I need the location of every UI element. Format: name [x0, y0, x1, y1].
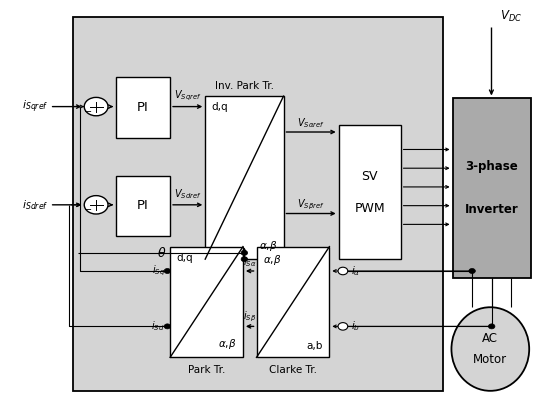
- Text: −: −: [84, 205, 92, 215]
- Text: Park Tr.: Park Tr.: [188, 365, 225, 375]
- Bar: [116, 176, 170, 236]
- Bar: [205, 96, 284, 259]
- Text: 3-phase: 3-phase: [465, 160, 518, 173]
- Text: $i_{S\alpha}$: $i_{S\alpha}$: [243, 255, 256, 269]
- Circle shape: [469, 268, 475, 273]
- Text: AC: AC: [482, 332, 498, 345]
- Text: PWM: PWM: [354, 202, 385, 215]
- Text: $\alpha$,$\beta$: $\alpha$,$\beta$: [263, 253, 281, 267]
- Text: PI: PI: [137, 199, 149, 212]
- Text: −: −: [84, 107, 92, 117]
- Text: Motor: Motor: [473, 353, 508, 366]
- Circle shape: [164, 324, 171, 329]
- Text: $i_{S\beta}$: $i_{S\beta}$: [243, 310, 256, 324]
- Text: SV: SV: [361, 170, 378, 183]
- Text: d,q: d,q: [177, 253, 193, 263]
- Text: Clarke Tr.: Clarke Tr.: [269, 365, 317, 375]
- Bar: [170, 247, 243, 357]
- Text: $\alpha$,$\beta$: $\alpha$,$\beta$: [259, 239, 277, 253]
- Text: $i_b$: $i_b$: [351, 319, 360, 333]
- Text: $\alpha$,$\beta$: $\alpha$,$\beta$: [218, 337, 237, 351]
- Bar: [256, 247, 329, 357]
- Bar: [116, 77, 170, 138]
- Bar: [339, 125, 401, 259]
- Text: $V_{Sdref}$: $V_{Sdref}$: [174, 187, 201, 201]
- Text: $V_{Sqref}$: $V_{Sqref}$: [174, 89, 201, 103]
- Text: $V_{DC}$: $V_{DC}$: [500, 9, 522, 24]
- Text: d,q: d,q: [212, 102, 228, 112]
- Text: PI: PI: [137, 101, 149, 114]
- Text: $i_{Sqref}$: $i_{Sqref}$: [22, 98, 49, 115]
- Circle shape: [338, 267, 348, 275]
- Circle shape: [488, 324, 495, 329]
- Text: $V_{S\beta ref}$: $V_{S\beta ref}$: [297, 197, 325, 212]
- Text: $\theta$: $\theta$: [157, 246, 167, 260]
- Circle shape: [241, 257, 247, 262]
- Text: $i_{Sdref}$: $i_{Sdref}$: [22, 198, 49, 212]
- Circle shape: [84, 97, 108, 116]
- Text: Inv. Park Tr.: Inv. Park Tr.: [215, 81, 274, 91]
- Text: $i_{Sq}$: $i_{Sq}$: [152, 264, 165, 278]
- Circle shape: [84, 196, 108, 214]
- Bar: [453, 98, 531, 278]
- Text: $V_{S\alpha ref}$: $V_{S\alpha ref}$: [297, 116, 325, 130]
- Circle shape: [241, 250, 247, 255]
- Text: Inverter: Inverter: [465, 203, 518, 216]
- Text: a,b: a,b: [307, 341, 323, 351]
- Text: $i_{\alpha}$: $i_{\alpha}$: [351, 264, 361, 278]
- Ellipse shape: [451, 307, 529, 391]
- Text: $i_{Sd}$: $i_{Sd}$: [151, 319, 165, 333]
- Circle shape: [164, 268, 171, 273]
- Circle shape: [338, 323, 348, 330]
- Bar: [73, 17, 443, 391]
